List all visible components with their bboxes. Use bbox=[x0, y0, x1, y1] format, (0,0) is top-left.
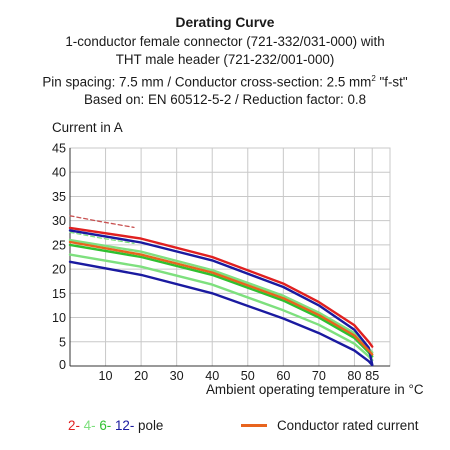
legend-pole-2: 2- bbox=[68, 418, 80, 433]
series-line-4-3 bbox=[69, 231, 135, 245]
series-line-12-6 bbox=[68, 229, 374, 366]
x-tick-label-30: 30 bbox=[170, 369, 184, 383]
chart-subtitle-2: THT male header (721-232/001-000) bbox=[115, 52, 335, 67]
y-tick-label-40: 40 bbox=[52, 166, 66, 180]
series-layer bbox=[68, 215, 374, 367]
y-axis-label: Current in A bbox=[52, 120, 123, 135]
series-line-6-4 bbox=[68, 243, 374, 358]
y-tick-label-15: 15 bbox=[52, 287, 66, 301]
series-line-6-5 bbox=[68, 253, 374, 362]
legend-pole-6: 6- bbox=[99, 418, 112, 433]
grid-layer bbox=[69, 147, 391, 367]
axis-layer bbox=[69, 148, 390, 367]
legend-pole-word: pole bbox=[134, 418, 164, 433]
x-tick-label-80: 80 bbox=[347, 369, 361, 383]
rated-current-label: Conductor rated current bbox=[277, 418, 419, 433]
legend-pole-4: 4- bbox=[83, 418, 96, 433]
chart-subtitle-1: 1-conductor female connector (721-332/03… bbox=[65, 33, 385, 49]
y-tick-label-10: 10 bbox=[52, 311, 66, 325]
x-tick-label-10: 10 bbox=[99, 369, 113, 383]
y-tick-label-20: 20 bbox=[52, 263, 66, 277]
rated-current-legend: Conductor rated current bbox=[241, 418, 418, 433]
x-tick-label-85: 85 bbox=[365, 369, 379, 383]
x-tick-label-70: 70 bbox=[312, 369, 326, 383]
series-line-2-0 bbox=[68, 226, 374, 348]
x-tick-label-40: 40 bbox=[205, 369, 219, 383]
tick-label-origin: 0 bbox=[59, 358, 66, 372]
x-tick-label-20: 20 bbox=[134, 369, 148, 383]
y-tick-label-5: 5 bbox=[59, 335, 66, 349]
y-tick-label-25: 25 bbox=[52, 238, 66, 252]
chart-subtitle-4: Based on: EN 60512-5-2 / Reduction facto… bbox=[83, 92, 367, 108]
y-tick-label-35: 35 bbox=[52, 190, 66, 204]
x-axis-label: Ambient operating temperature in °C bbox=[206, 382, 424, 397]
plot-frame bbox=[69, 147, 391, 367]
series-line-rated-8 bbox=[68, 240, 374, 356]
series-line-2-1 bbox=[69, 215, 135, 229]
chart-subtitle-3-suffix: "f-st" bbox=[375, 73, 408, 89]
chart-title: Derating Curve bbox=[175, 15, 275, 30]
pole-legend: 2- 4- 6- 12- pole bbox=[68, 418, 163, 433]
y-tick-label-45: 45 bbox=[52, 142, 66, 156]
series-line-12-7 bbox=[68, 260, 374, 367]
tick-layer: 5 10 15 20 25 30 35 40 45 10 20 30 40 50 60 70 80 85 0 bbox=[52, 142, 379, 384]
chart-subtitle-3-text: Pin spacing: 7.5 mm / Conductor cross-se… bbox=[42, 73, 372, 89]
x-tick-label-60: 60 bbox=[276, 369, 290, 383]
y-tick-label-30: 30 bbox=[52, 214, 66, 228]
chart-titles: Derating Curve 1-conductor female connec… bbox=[0, 14, 450, 110]
chart-subtitle-3-sup: 2 bbox=[371, 73, 376, 83]
chart-subtitle-3: Pin spacing: 7.5 mm / Conductor cross-se… bbox=[0, 70, 450, 92]
legend-pole-12: 12- bbox=[114, 418, 135, 433]
rated-current-swatch bbox=[241, 424, 267, 427]
x-tick-label-50: 50 bbox=[241, 369, 255, 383]
